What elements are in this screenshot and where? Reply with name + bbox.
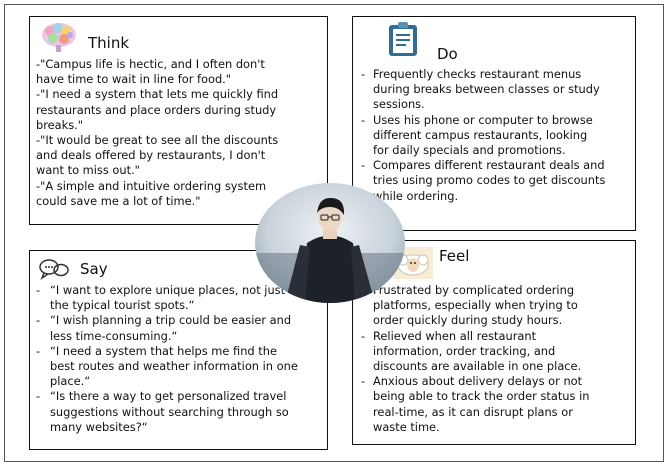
- do-list: Frequently checks restaurant menus durin…: [359, 67, 633, 204]
- say-item: “I wish planning a trip could be easier …: [34, 313, 326, 343]
- say-item-line: suggestions without searching through so: [50, 404, 289, 419]
- feel-item: Frustrated by complicated ordering platf…: [359, 283, 633, 329]
- do-item-line: Compares different restaurant deals and: [373, 158, 605, 173]
- think-line: -"It would be great to see all the disco…: [36, 133, 279, 148]
- feel-item-line: information, order tracking, and: [373, 343, 556, 358]
- say-item-line: many websites?“: [50, 419, 148, 434]
- say-quadrant: Say “I want to explore unique places, no…: [29, 250, 328, 450]
- say-item: “Is there a way to get personalized trav…: [34, 389, 326, 435]
- feel-list: Frustrated by complicated ordering platf…: [359, 283, 633, 435]
- feel-quadrant: Feel Frustrated by complicated ordering …: [352, 240, 636, 445]
- do-item-line: sessions.: [373, 97, 425, 112]
- say-item-line: “I wish planning a trip could be easier …: [50, 313, 292, 328]
- feel-item-line: Anxious about delivery delays or not: [373, 374, 583, 389]
- do-item-line: Frequently checks restaurant menus: [373, 67, 582, 81]
- feel-item-line: order quickly during study hours.: [373, 313, 563, 328]
- think-quadrant: Think -"Campus life is hectic, and I oft…: [29, 16, 328, 225]
- think-title: Think: [88, 34, 130, 52]
- clipboard-icon: [389, 22, 417, 56]
- think-line: have time to wait in line for food.": [36, 72, 232, 87]
- say-item-line: “I need a system that helps me find the: [50, 343, 277, 358]
- do-item-line: while ordering.: [373, 188, 459, 203]
- say-item-line: “Is there a way to get personalized trav…: [50, 389, 287, 404]
- do-item: Frequently checks restaurant menus durin…: [359, 67, 633, 113]
- feel-item: Anxious about delivery delays or not bei…: [359, 374, 633, 435]
- say-item-line: best routes and weather information in o…: [50, 359, 298, 374]
- feel-item-line: real-time, as it can disrupt plans or: [373, 404, 573, 419]
- empathy-map-frame: [4, 4, 664, 462]
- think-line: restaurants and place orders during stud…: [36, 102, 277, 117]
- feel-item-line: discounts are available in one place.: [373, 359, 582, 374]
- do-item-line: for daily specials and promotions.: [373, 143, 566, 158]
- do-item: Uses his phone or computer to browse dif…: [359, 113, 633, 159]
- think-line: want to miss out.": [36, 163, 140, 178]
- think-line: breaks.": [36, 117, 84, 132]
- feel-item-line: waste time.: [373, 419, 440, 434]
- think-text: -"Campus life is hectic, and I often don…: [36, 57, 278, 209]
- feel-item-line: being able to track the order status in: [373, 389, 590, 404]
- do-item-line: tries using promo codes to get discounts: [373, 173, 606, 188]
- persona-illustration: [255, 183, 405, 303]
- do-title: Do: [437, 45, 458, 63]
- do-item: Compares different restaurant deals and …: [359, 158, 633, 204]
- feel-item-line: Relieved when all restaurant: [373, 328, 537, 343]
- say-item-line: “I want to explore unique places, not ju…: [50, 283, 286, 297]
- feel-item-line: platforms, especially when trying to: [373, 298, 578, 313]
- say-item: “I want to explore unique places, not ju…: [34, 283, 326, 313]
- think-line: -"Campus life is hectic, and I often don…: [36, 57, 265, 71]
- speech-bubbles-icon: [39, 259, 69, 280]
- brain-icon: [42, 23, 76, 52]
- think-line: and deals offered by restaurants, I don'…: [36, 148, 266, 163]
- say-item: “I need a system that helps me find the …: [34, 344, 326, 390]
- do-quadrant: Do Frequently checks restaurant menus du…: [352, 16, 636, 231]
- feel-item: Relieved when all restaurant information…: [359, 329, 633, 375]
- do-item-line: different campus restaurants, looking: [373, 127, 588, 142]
- think-line: -"I need a system that lets me quickly f…: [36, 87, 279, 102]
- think-line: could save me a lot of time.": [36, 193, 201, 208]
- do-item-line: Uses his phone or computer to browse: [373, 112, 593, 127]
- think-line: -"A simple and intuitive ordering system: [36, 178, 267, 193]
- persona-photo: [255, 183, 405, 303]
- say-item-line: the typical tourist spots.“: [50, 298, 195, 313]
- feel-title: Feel: [439, 247, 470, 265]
- say-list: “I want to explore unique places, not ju…: [34, 283, 326, 435]
- say-item-line: less time-consuming.“: [50, 328, 178, 343]
- say-item-line: place.“: [50, 374, 91, 389]
- say-title: Say: [80, 260, 108, 278]
- feel-item-line: Frustrated by complicated ordering: [373, 283, 575, 297]
- do-item-line: during breaks between classes or study: [373, 82, 600, 97]
